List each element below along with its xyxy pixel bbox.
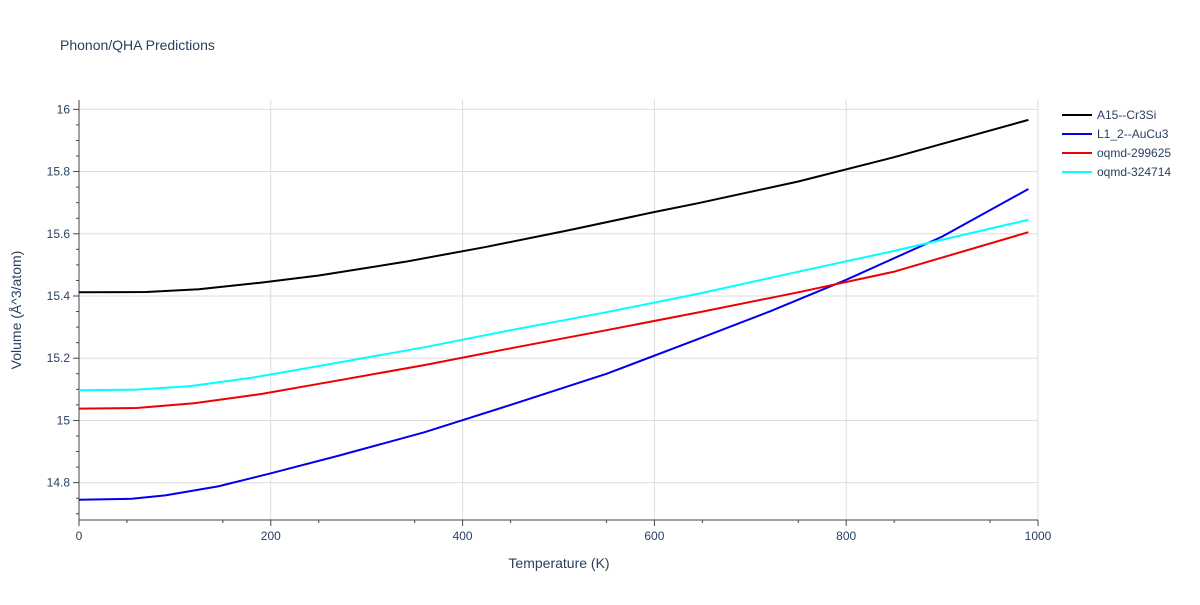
x-tick-label: 400 — [453, 529, 473, 543]
x-tick-label: 1000 — [1025, 529, 1052, 543]
y-tick-label: 15.2 — [47, 351, 71, 365]
y-tick-label: 15.6 — [47, 227, 71, 241]
series-line-oqmd-324714 — [78, 218, 1029, 392]
legend-item[interactable]: oqmd-324714 — [1062, 165, 1171, 179]
grid-layer — [79, 100, 1039, 520]
legend-label: A15--Cr3Si — [1097, 108, 1156, 122]
legend-item[interactable]: L1_2--AuCu3 — [1062, 127, 1169, 141]
series-line-l1-2-aucu3 — [78, 188, 1029, 501]
axes-layer: 0 200 400 600 800 1000 14.8 15 15.2 15.4 15.6 15.8 1… — [47, 100, 1052, 543]
y-axis-title: Volume (Å^3/atom) — [8, 251, 24, 370]
series-layer — [78, 118, 1029, 501]
x-tick-label: 0 — [76, 529, 83, 543]
legend-label: L1_2--AuCu3 — [1097, 127, 1169, 141]
series-line-oqmd-299625 — [78, 231, 1029, 410]
y-tick-label: 15.4 — [47, 289, 71, 303]
series-line-a15-cr3si — [78, 118, 1029, 294]
x-axis-title: Temperature (K) — [508, 555, 609, 571]
legend-label: oqmd-324714 — [1097, 165, 1171, 179]
y-tick-label: 15 — [57, 413, 71, 427]
y-tick-label: 15.8 — [47, 165, 71, 179]
x-tick-label: 200 — [261, 529, 281, 543]
legend-item[interactable]: oqmd-299625 — [1062, 146, 1171, 160]
y-tick-label: 14.8 — [47, 476, 71, 490]
legend[interactable]: A15--Cr3Si L1_2--AuCu3 oqmd-299625 oqmd-324… — [1062, 108, 1171, 179]
y-tick-label: 16 — [57, 102, 71, 116]
legend-label: oqmd-299625 — [1097, 146, 1171, 160]
legend-item[interactable]: A15--Cr3Si — [1062, 108, 1156, 122]
x-tick-label: 600 — [644, 529, 664, 543]
chart-title: Phonon/QHA Predictions — [60, 37, 215, 53]
x-tick-label: 800 — [836, 529, 856, 543]
